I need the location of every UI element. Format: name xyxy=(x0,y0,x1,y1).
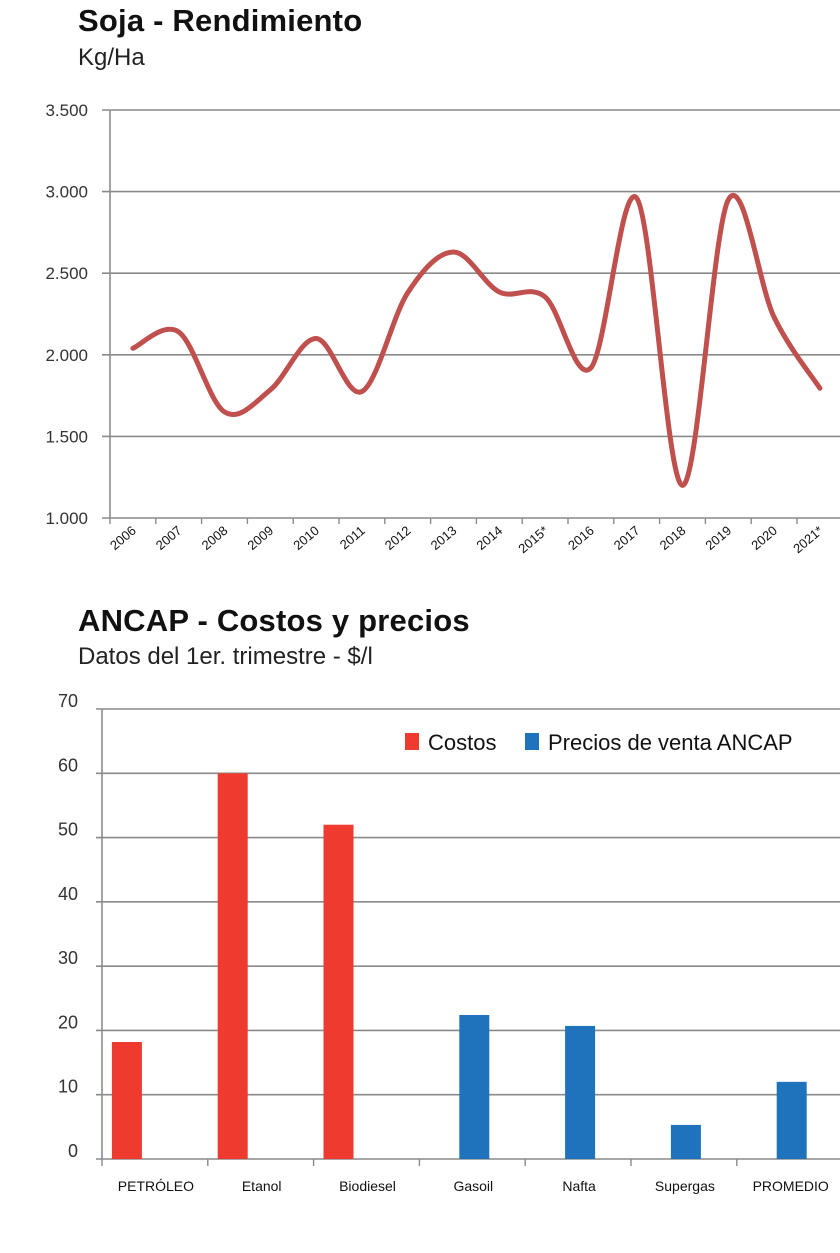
y-tick-label: 50 xyxy=(58,820,78,840)
legend-swatch-costos xyxy=(405,733,419,750)
x-tick-label: Etanol xyxy=(242,1178,282,1194)
bar-PROMEDIO xyxy=(776,1081,807,1159)
x-tick-label: Nafta xyxy=(562,1178,596,1194)
y-tick-label: 0 xyxy=(68,1141,78,1161)
chart2-title: ANCAP - Costos y precios xyxy=(78,603,470,638)
y-tick-label: 2.500 xyxy=(45,264,88,283)
x-tick-label: Supergas xyxy=(655,1178,715,1194)
bar-Gasoil xyxy=(459,1015,490,1159)
y-tick-label: 1.000 xyxy=(45,509,88,528)
x-tick-label: Biodiesel xyxy=(339,1178,396,1194)
y-tick-label: 20 xyxy=(58,1012,78,1032)
chart1-title: Soja - Rendimiento xyxy=(78,3,363,38)
y-tick-label: 3.000 xyxy=(45,183,88,202)
legend-label-costos: Costos xyxy=(428,730,496,755)
y-tick-label: 40 xyxy=(58,884,78,904)
chart2-subtitle: Datos del 1er. trimestre - $/l xyxy=(78,643,373,670)
legend-swatch-precios xyxy=(525,733,539,750)
legend-label-precios: Precios de venta ANCAP xyxy=(548,730,793,755)
x-tick-label: PROMEDIO xyxy=(753,1178,829,1194)
bar-Etanol xyxy=(217,773,248,1159)
chart1-subtitle: Kg/Ha xyxy=(78,44,145,71)
y-tick-label: 70 xyxy=(58,691,78,711)
x-tick-label: PETRÓLEO xyxy=(118,1178,194,1194)
bar-Biodiesel xyxy=(323,824,354,1159)
y-tick-label: 60 xyxy=(58,755,78,775)
y-tick-label: 30 xyxy=(58,948,78,968)
y-tick-label: 1.500 xyxy=(45,427,88,446)
bar-Nafta xyxy=(565,1025,596,1159)
bar-PETRÓLEO xyxy=(111,1042,142,1159)
x-tick-label: Gasoil xyxy=(453,1178,493,1194)
bar-Supergas xyxy=(670,1124,701,1159)
y-tick-label: 10 xyxy=(58,1077,78,1097)
y-tick-label: 2.000 xyxy=(45,346,88,365)
y-tick-label: 3.500 xyxy=(45,101,88,120)
